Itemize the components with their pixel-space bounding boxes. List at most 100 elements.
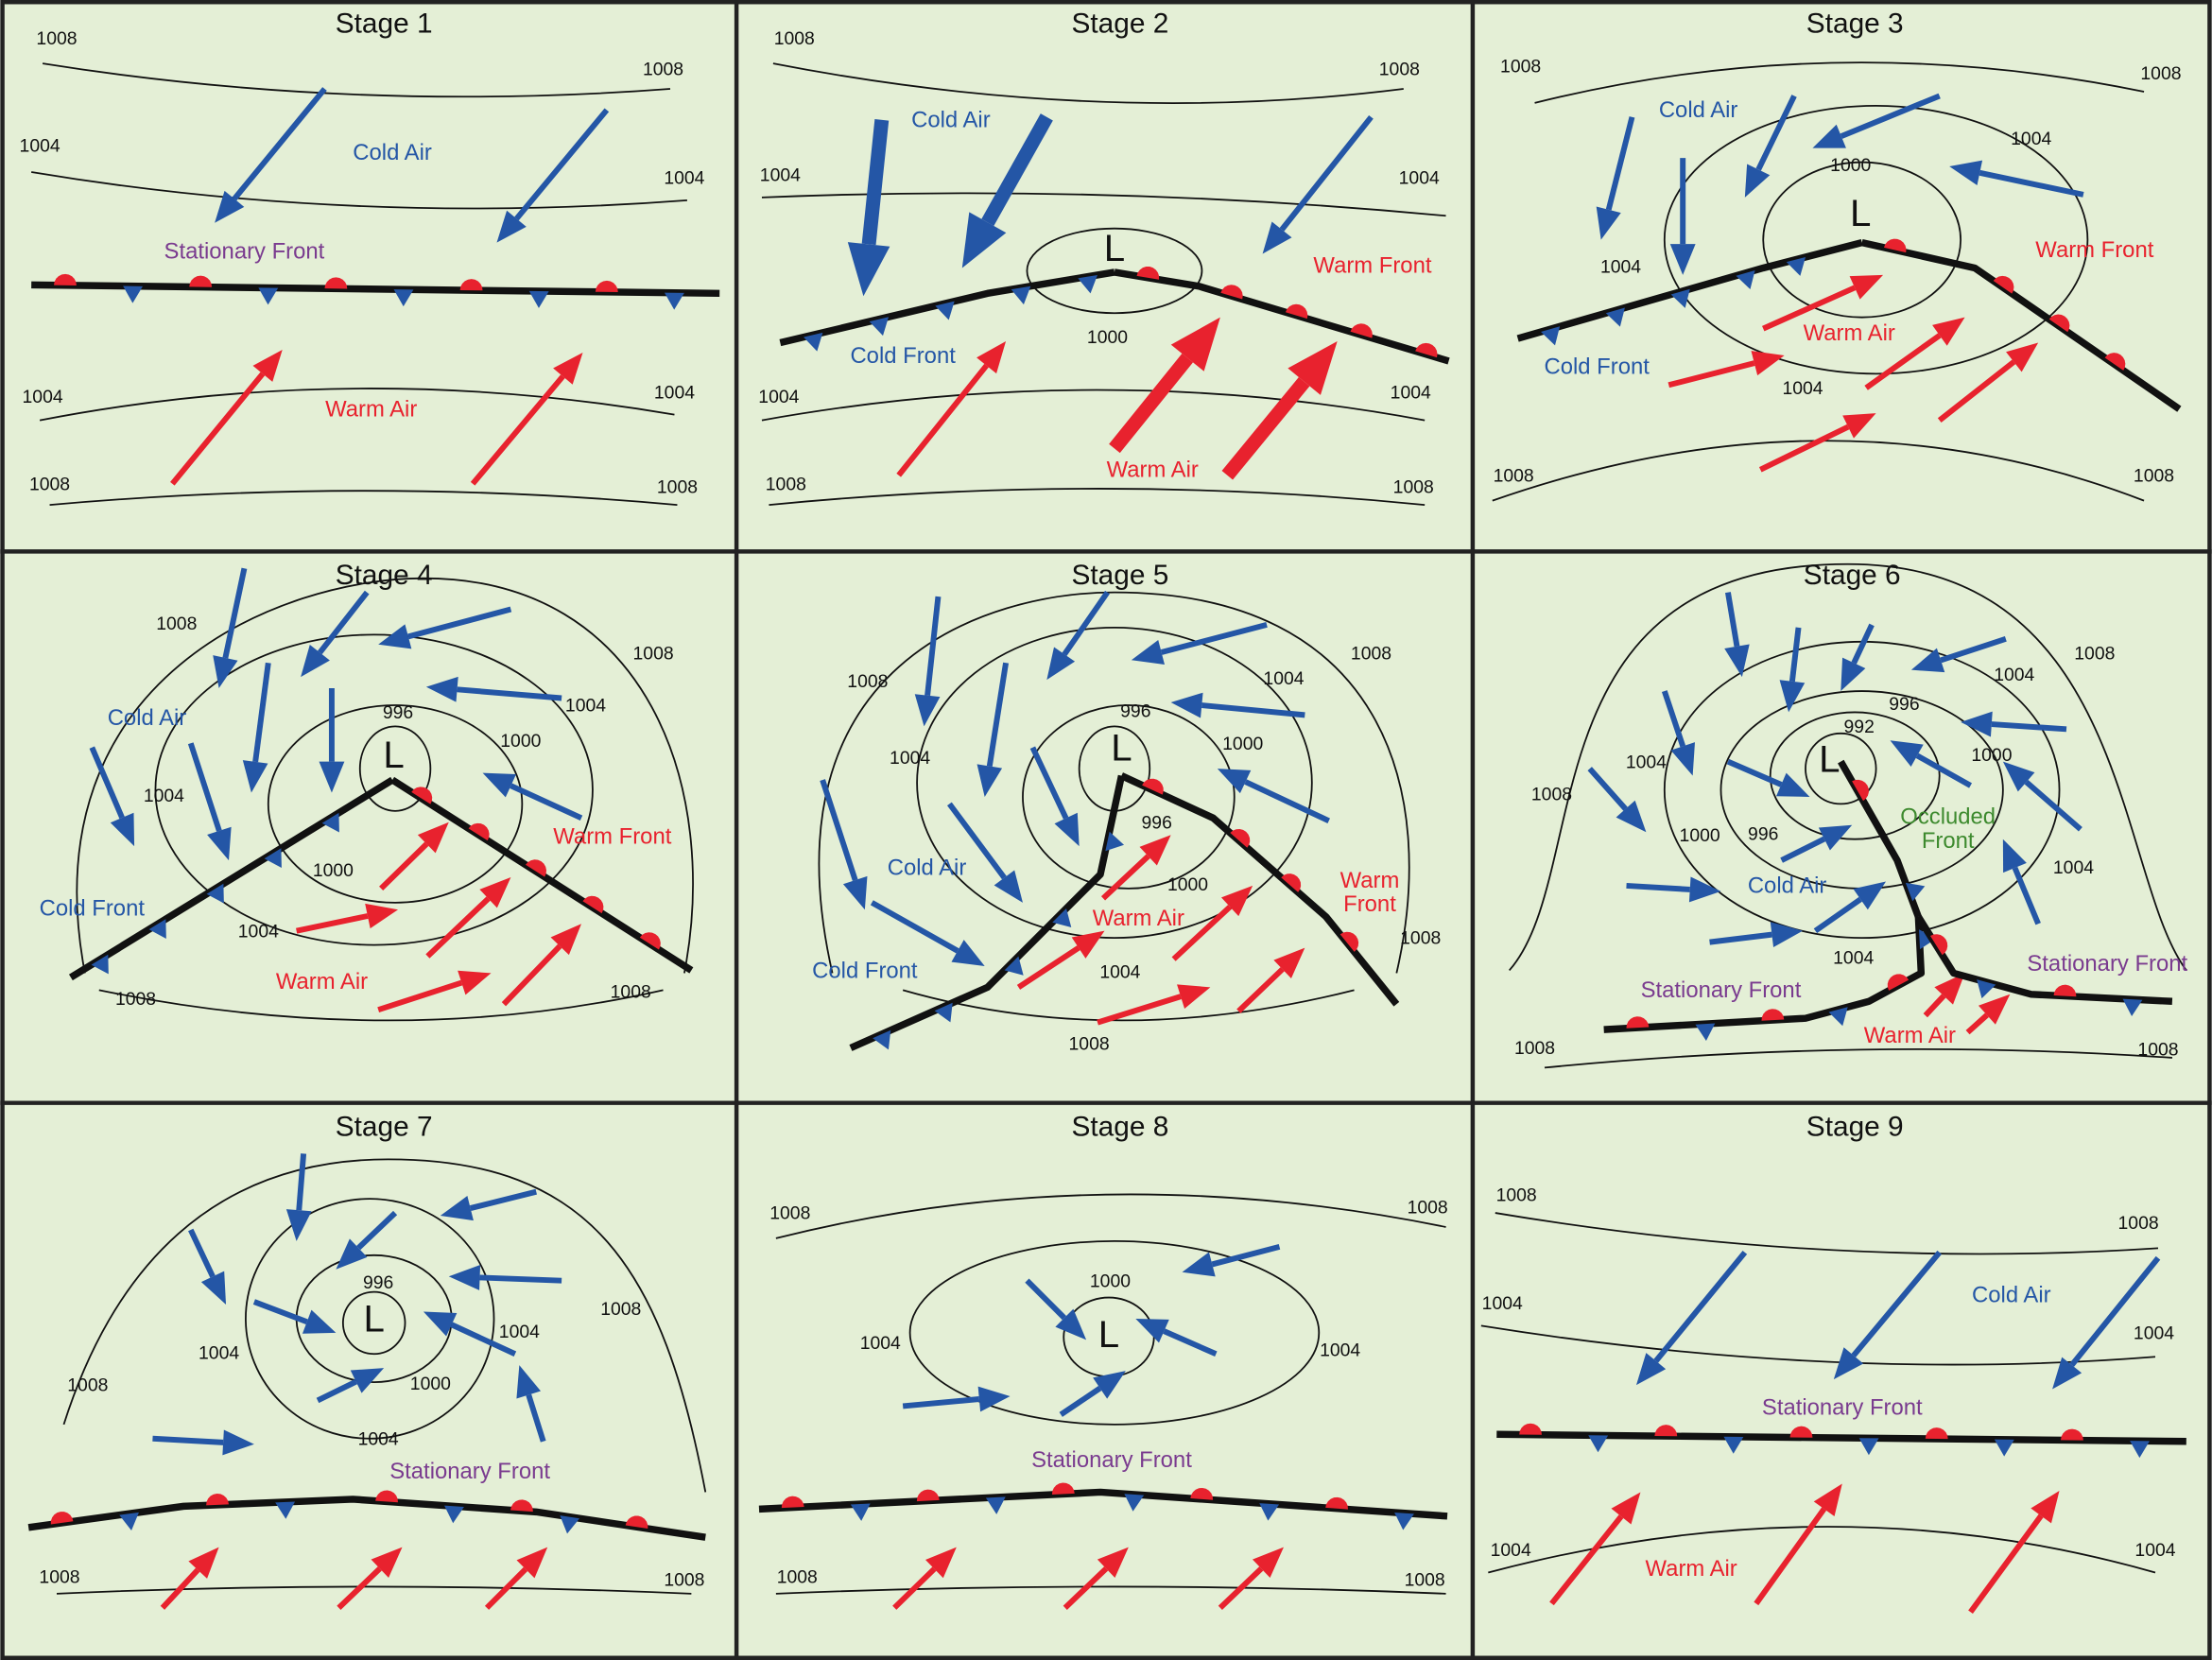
cold-symbol (560, 1515, 579, 1534)
warm-symbol (625, 1515, 648, 1530)
arrow-head (1220, 885, 1253, 917)
warm-symbol (50, 1512, 74, 1525)
cold-symbol (444, 1505, 464, 1524)
wind-arrow (1171, 905, 1233, 961)
isobar-label: 1004 (1782, 378, 1823, 399)
isobar-label: 996 (1142, 812, 1172, 833)
wind-arrow (820, 779, 858, 882)
wind-arrow (1991, 721, 2067, 733)
isobar-label: 1008 (766, 474, 806, 494)
cold-symbol (804, 332, 823, 352)
arrow-head (1611, 1492, 1641, 1525)
arrow-head (1833, 1347, 1864, 1380)
warm-symbol (1230, 829, 1251, 848)
isobar-label: 1000 (410, 1374, 451, 1394)
wind-arrow (1605, 116, 1635, 211)
isobar-label: 1004 (1263, 668, 1304, 689)
isobar-label: 1004 (1391, 382, 1431, 403)
cold-symbol (1394, 1512, 1414, 1530)
cold-symbol (1905, 882, 1926, 902)
front-line (1603, 916, 1926, 1033)
warm-symbol (1761, 1009, 1785, 1021)
cold-symbol (148, 919, 166, 939)
cold-symbol (1786, 256, 1806, 276)
isobar-label: 1004 (23, 387, 63, 407)
arrow-head (1287, 341, 1338, 395)
isobar (1544, 1047, 2172, 1069)
isobar (1026, 227, 1203, 315)
isobar-label: 996 (383, 702, 413, 723)
wind-arrow (222, 567, 248, 659)
cold-symbol (2130, 1441, 2150, 1459)
wind-arrow (1937, 359, 2016, 423)
isobar (1769, 711, 1941, 840)
arrow-head (1054, 812, 1080, 847)
arrow-head (2006, 342, 2039, 372)
warm-symbol (1142, 778, 1164, 795)
warm-symbol (54, 273, 77, 285)
warm-symbol (1220, 285, 1243, 300)
cold-symbol (985, 1496, 1006, 1514)
region-label: Warm Air (1093, 906, 1184, 931)
region-label: Cold Air (911, 108, 991, 133)
isobar (1663, 104, 2089, 375)
arrow-head (365, 903, 399, 929)
arrow-head (242, 760, 268, 793)
wind-arrow (1109, 353, 1194, 454)
cold-symbol (1004, 956, 1024, 976)
region-label: Warm Air (276, 969, 368, 994)
warm-symbol (582, 895, 604, 914)
arrow-head (350, 1368, 385, 1393)
cold-symbol (2122, 998, 2143, 1017)
isobar-label: 1008 (115, 989, 156, 1010)
region-label: Front (1922, 828, 1975, 854)
isobar-label: 1004 (1099, 962, 1140, 983)
isobar-label: 1008 (643, 60, 683, 80)
arrow-head (1910, 648, 1945, 673)
isobar (39, 388, 675, 422)
wind-arrow (469, 1188, 537, 1211)
arrow-head (1131, 639, 1166, 665)
warm-symbol (189, 275, 213, 287)
warm-symbol (781, 1496, 804, 1509)
isobar-label: 1004 (499, 1322, 540, 1342)
isobar-label: 1004 (1320, 1340, 1360, 1360)
region-label: Cold Air (1659, 97, 1738, 123)
arrow-head (951, 940, 985, 966)
isobar-label: 1008 (36, 28, 77, 49)
arrow-head (1961, 711, 1993, 737)
region-label: Front (1343, 891, 1396, 917)
cold-symbol (1919, 929, 1937, 950)
isobar (761, 389, 1426, 422)
wind-arrow (1851, 623, 1875, 665)
isobar-label: 1000 (1222, 734, 1263, 754)
isobar-label: 1008 (1400, 928, 1441, 949)
isobar (42, 62, 671, 98)
wind-arrow (1755, 95, 1797, 171)
arrow-head (1262, 221, 1292, 254)
wind-arrow (1201, 702, 1305, 718)
cold-symbol (869, 317, 890, 337)
cold-symbol (1736, 269, 1755, 290)
isobar-label: 1008 (1069, 1034, 1110, 1055)
isobar-label: 1008 (29, 474, 70, 494)
region-label: Warm (1340, 868, 1400, 893)
wind-arrow (470, 374, 565, 486)
warm-symbol (1887, 974, 1910, 991)
isobar-label: 1008 (2074, 643, 2115, 664)
wind-arrow (1940, 636, 2007, 664)
warm-symbol (459, 279, 483, 291)
wind-arrow (1813, 896, 1862, 934)
arrow-head (319, 761, 345, 793)
warm-symbol (1993, 275, 2014, 294)
warm-symbol (1136, 267, 1160, 280)
cold-symbol (258, 287, 279, 305)
cold-symbol (1977, 979, 1996, 999)
isobar-label: 1004 (2053, 857, 2094, 878)
warm-symbol (526, 859, 547, 877)
region-label: Cold Air (1748, 873, 1827, 899)
cold-symbol (1259, 1503, 1280, 1521)
isobar-label: 1004 (2134, 1323, 2174, 1343)
isobar (341, 1290, 406, 1356)
arrow-head (914, 694, 941, 727)
